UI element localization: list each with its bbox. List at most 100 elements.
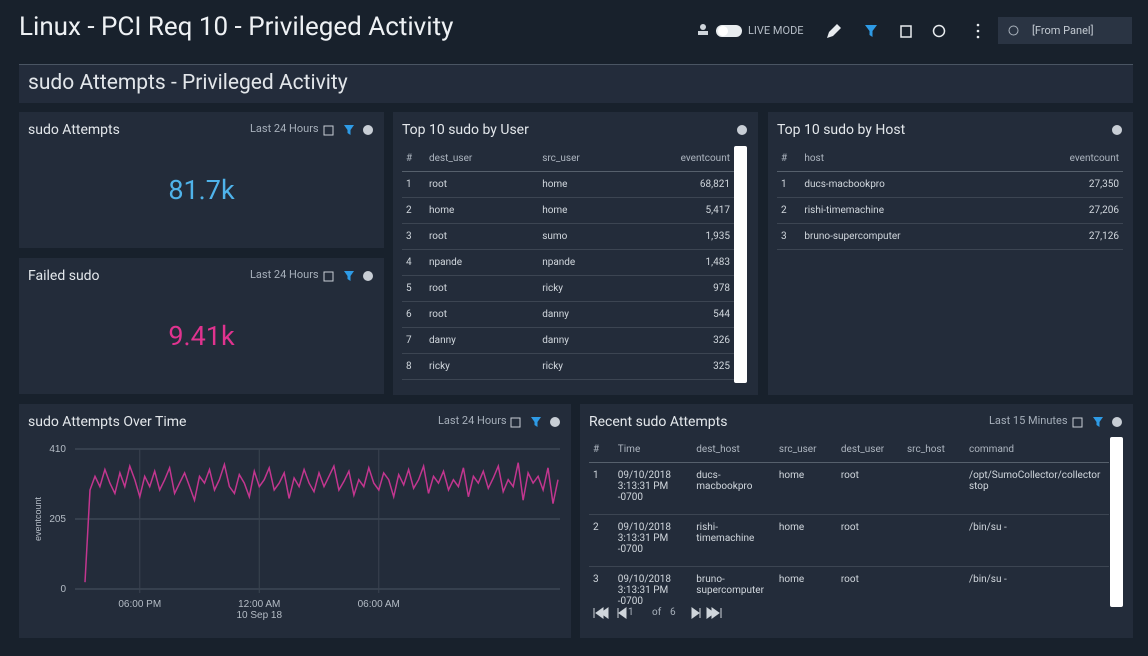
panel-icons <box>323 271 373 282</box>
panel-title: Failed sudo <box>28 268 100 284</box>
copy-icon <box>1072 417 1083 428</box>
table-cell: 2 <box>589 514 614 567</box>
table-row: 3 09/10/2018 3:13:31 PM -0700 bruno-superc… <box>589 566 1109 609</box>
table-cell: ricky <box>538 353 649 380</box>
table-cell: home <box>774 514 837 567</box>
live-mode-label[interactable]: LIVE MODE <box>748 24 804 37</box>
table-cell: npande <box>538 249 649 276</box>
header-row: # dest_user src_user eventcount <box>402 145 734 172</box>
filter-icon <box>1093 417 1103 427</box>
table-cell: 1 <box>402 171 426 198</box>
panel-time-range: Last 24 Hours <box>250 122 319 135</box>
filter-icon <box>531 417 541 427</box>
table-cell: root <box>836 566 903 609</box>
table-cell: 09/10/2018 3:13:31 PM -0700 <box>613 566 693 609</box>
panel-icons <box>323 125 373 136</box>
table-cell: 325 <box>649 353 734 380</box>
table-cell: home <box>425 197 539 224</box>
table-cell: home <box>774 566 837 609</box>
panel-icons <box>737 125 747 135</box>
table-cell: rishi-timemachine <box>692 514 775 567</box>
panel-time-range: Last 24 Hours <box>438 414 507 427</box>
dashboard-title: Linux - PCI Req 10 - Privileged Activity <box>19 12 454 42</box>
table-cell: 5 <box>402 275 426 302</box>
panel-title: Top 10 sudo by Host <box>777 122 906 138</box>
table-cell: sumo <box>538 223 649 250</box>
column-header: eventcount <box>649 145 734 172</box>
table-cell: bruno-supercomputer <box>692 566 775 609</box>
table-row: 1 ducs-macbookpro 27,350 <box>777 171 1123 198</box>
table-cell: 2 <box>402 197 426 224</box>
table-cell: 1 <box>589 462 614 515</box>
table-head: # Time dest_host src_user dest_user src_host c… <box>589 436 1109 463</box>
top-users-panel: Top 10 sudo by User # dest_user src_user ev… <box>393 112 758 395</box>
scrollbar[interactable] <box>1110 437 1123 607</box>
table-cell: root <box>425 171 539 198</box>
column-header: # <box>589 436 614 463</box>
single-value: 9.41k <box>168 320 235 352</box>
column-header: Time <box>613 436 693 463</box>
table-cell: danny <box>538 327 649 354</box>
copy-icon <box>510 417 521 428</box>
table-cell: 1,935 <box>649 223 734 250</box>
info-icon <box>550 417 560 427</box>
data-table: # host eventcount 1 ducs-macbookpro 27,350 2 ri… <box>777 145 1123 250</box>
column-header: src_user <box>538 145 649 172</box>
data-line <box>84 461 559 583</box>
table-cell: home <box>538 171 649 198</box>
pagination-icons[interactable] <box>592 606 732 620</box>
table-cell: home <box>538 197 649 224</box>
table-cell: 3 <box>777 223 801 250</box>
table-cell: root <box>425 275 539 302</box>
table-cell: ducs-macbookpro <box>692 462 775 515</box>
header-row: # host eventcount <box>777 145 1123 172</box>
y-tick-label: 410 <box>49 444 66 455</box>
column-header: src_user <box>774 436 837 463</box>
filter-icon <box>344 271 354 281</box>
panel-time-range: Last 24 Hours <box>250 268 319 281</box>
page-number[interactable]: 1 <box>628 607 634 618</box>
panel-title: Recent sudo Attempts <box>589 414 728 430</box>
copy-icon <box>323 125 334 136</box>
panel-icons <box>510 417 560 428</box>
table-row: 3 root sumo 1,935 <box>402 223 734 250</box>
table-cell: rishi-timemachine <box>800 197 1037 224</box>
info-icon <box>363 271 373 281</box>
panel-time-range: Last 15 Minutes <box>989 414 1068 427</box>
table-row: 8 ricky ricky 325 <box>402 353 734 380</box>
x-date-label: 10 Sep 18 <box>236 610 282 621</box>
column-header: eventcount <box>1037 145 1123 172</box>
table-cell: 5,417 <box>649 197 734 224</box>
top-hosts-panel: Top 10 sudo by Host # host eventcount 1 ducs… <box>768 112 1133 395</box>
filter-icon <box>344 125 354 135</box>
table-cell: bruno-supercomputer <box>800 223 1037 250</box>
data-table: # Time dest_host src_user dest_user src_host c… <box>589 436 1109 609</box>
table-row: 7 danny danny 326 <box>402 327 734 354</box>
column-header: dest_user <box>425 145 539 172</box>
table-cell <box>903 566 965 609</box>
table-cell: ducs-macbookpro <box>800 171 1037 198</box>
sudo-attempts-panel: sudo Attempts Last 24 Hours 81.7k <box>19 112 384 248</box>
table-row: 2 09/10/2018 3:13:31 PM -0700 rishi-timema… <box>589 514 1109 567</box>
table-cell <box>903 462 965 515</box>
table-body: 1 root home 68,821 2 home home 5,417 3 root sumo 1,… <box>402 171 734 380</box>
column-header: dest_user <box>836 436 903 463</box>
x-tick-label: 12:00 AM <box>238 599 280 610</box>
info-icon <box>1112 125 1122 135</box>
info-icon <box>1112 417 1122 427</box>
table-row: 1 09/10/2018 3:13:31 PM -0700 ducs-macbook… <box>589 462 1109 515</box>
table-cell: /bin/su - <box>964 566 1109 609</box>
time-range-box[interactable]: [From Panel] <box>998 17 1132 44</box>
header-row: # Time dest_host src_user dest_user src_host c… <box>589 436 1109 463</box>
table-cell: 2 <box>777 197 801 224</box>
table-cell: 68,821 <box>649 171 734 198</box>
table-cell: root <box>425 301 539 328</box>
column-header: # <box>777 145 801 172</box>
y-tick-label: 205 <box>49 514 66 525</box>
table-cell: 09/10/2018 3:13:31 PM -0700 <box>613 514 693 567</box>
info-icon <box>363 125 373 135</box>
table-cell: 3 <box>402 223 426 250</box>
scrollbar[interactable] <box>734 146 747 383</box>
